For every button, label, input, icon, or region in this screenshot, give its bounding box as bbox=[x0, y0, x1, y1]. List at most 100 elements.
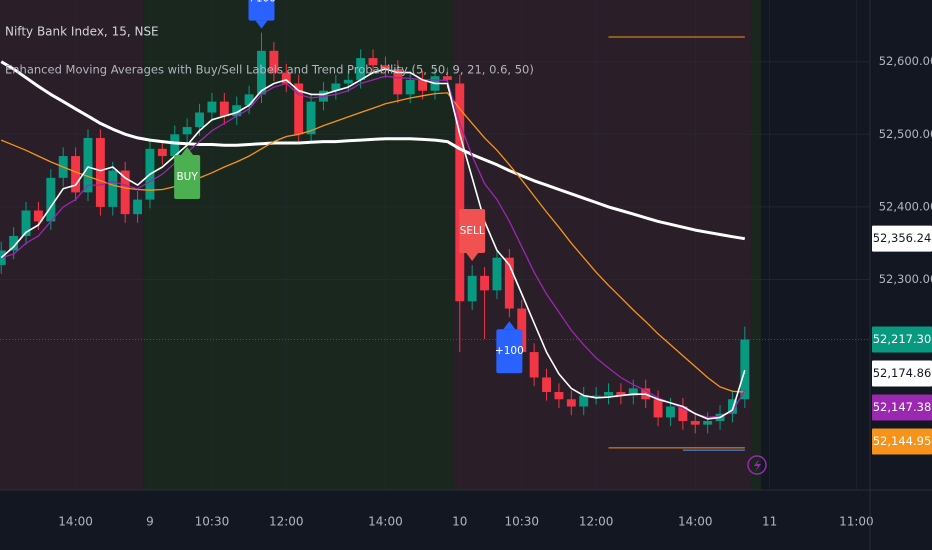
signal-label-box bbox=[496, 329, 523, 374]
candle-body bbox=[591, 395, 601, 397]
candle-body bbox=[71, 156, 81, 193]
last-value-box bbox=[872, 225, 932, 252]
candle-body bbox=[604, 392, 613, 396]
candle-body bbox=[108, 170, 118, 207]
signal-label-arrow bbox=[181, 147, 194, 156]
moving-average-line bbox=[0, 60, 746, 241]
y-tick-label: 52,600.00 bbox=[879, 54, 932, 68]
candle-body bbox=[120, 170, 130, 215]
session-band bbox=[751, 0, 761, 490]
candle-body bbox=[727, 399, 737, 414]
candle-body bbox=[542, 377, 551, 392]
candle-body bbox=[9, 235, 19, 251]
candle-body bbox=[628, 388, 638, 396]
candle-body bbox=[356, 58, 366, 80]
candle-body bbox=[207, 101, 217, 113]
candle-body bbox=[281, 72, 291, 84]
last-value-label: 52,174.86 bbox=[873, 366, 932, 380]
candle-body bbox=[666, 406, 675, 418]
alert-icon[interactable] bbox=[747, 455, 767, 475]
candle-body bbox=[33, 210, 43, 222]
signal-label-arrow bbox=[255, 20, 268, 29]
candle-body bbox=[678, 406, 688, 422]
chart-title: Nifty Bank Index, 15, NSE bbox=[5, 25, 159, 39]
last-value-box bbox=[872, 360, 932, 387]
y-tick-label: 52,300.00 bbox=[879, 272, 932, 286]
y-tick-label: 52,400.00 bbox=[879, 199, 932, 213]
signal-label-arrow bbox=[503, 321, 516, 330]
candle-body bbox=[219, 101, 229, 117]
candle-body bbox=[703, 421, 713, 425]
candle-body bbox=[195, 112, 204, 128]
candle-body bbox=[579, 395, 589, 407]
last-value-box bbox=[872, 326, 932, 353]
candle-body bbox=[442, 76, 452, 80]
candle-body bbox=[380, 65, 390, 69]
x-tick-label: 9 bbox=[146, 515, 154, 529]
x-tick-label: 10 bbox=[452, 515, 467, 529]
candle-body bbox=[269, 50, 279, 73]
session-band bbox=[453, 0, 752, 490]
moving-average-line bbox=[1, 75, 746, 419]
candle-body bbox=[616, 392, 626, 396]
candle-body bbox=[653, 399, 663, 418]
indicator-legend: Enhanced Moving Averages with Buy/Sell L… bbox=[5, 63, 534, 77]
last-value-label: 52,144.95 bbox=[873, 434, 932, 448]
signal-label-box bbox=[174, 155, 201, 200]
x-tick-label: 14:00 bbox=[678, 515, 713, 529]
last-value-label: 52,217.30 bbox=[873, 332, 932, 346]
candle-body bbox=[343, 79, 353, 84]
x-tick-label: 11:00 bbox=[839, 515, 874, 529]
overlay: Nifty Bank Index, 15, NSE Enhanced Movin… bbox=[5, 25, 534, 77]
candle-body bbox=[182, 127, 192, 135]
candle-body bbox=[566, 399, 576, 407]
candle-body bbox=[492, 257, 502, 291]
x-tick-label: 12:00 bbox=[579, 515, 614, 529]
last-value-box bbox=[872, 394, 932, 421]
candle-body bbox=[133, 199, 143, 215]
signal-label: SELL bbox=[460, 225, 485, 237]
candle-body bbox=[46, 177, 56, 222]
candle-body bbox=[244, 94, 254, 106]
candle-body bbox=[690, 421, 700, 425]
candle-body bbox=[405, 79, 415, 95]
candle-body bbox=[170, 134, 180, 157]
signal-label: BUY bbox=[176, 171, 198, 183]
candle-body bbox=[157, 148, 167, 157]
candle-body bbox=[294, 83, 304, 135]
candle-body bbox=[504, 257, 514, 309]
x-tick-label: 11 bbox=[762, 515, 777, 529]
candle-body bbox=[418, 79, 428, 91]
x-tick-label: 14:00 bbox=[58, 515, 93, 529]
moving-average-line bbox=[0, 68, 746, 420]
candle-body bbox=[83, 137, 93, 193]
candle-body bbox=[306, 101, 316, 135]
candle-body bbox=[740, 339, 750, 400]
candle-body bbox=[95, 137, 105, 207]
candle-body bbox=[257, 50, 266, 95]
x-tick-label: 14:00 bbox=[368, 515, 403, 529]
candle-body bbox=[393, 68, 403, 95]
signal-label: +100 bbox=[247, 0, 276, 5]
candle-body bbox=[554, 392, 564, 400]
x-tick-label: 12:00 bbox=[269, 515, 304, 529]
candle-body bbox=[529, 352, 539, 378]
signal-label: +100 bbox=[495, 345, 524, 357]
alert-bolt bbox=[754, 459, 761, 472]
candle-body bbox=[455, 83, 465, 302]
x-tick-label: 10:30 bbox=[504, 515, 539, 529]
candle-body bbox=[331, 83, 341, 91]
x-tick-label: 10:30 bbox=[195, 515, 230, 529]
signal-label-box bbox=[248, 0, 275, 21]
candle-body bbox=[368, 58, 378, 66]
last-value-box bbox=[872, 428, 932, 455]
y-tick-label: 52,500.00 bbox=[879, 127, 932, 141]
candle-body bbox=[467, 275, 477, 302]
candle-body bbox=[21, 210, 31, 236]
candle-body bbox=[480, 275, 490, 291]
moving-average-line bbox=[0, 92, 745, 393]
last-value-label: 52,356.24 bbox=[873, 231, 932, 245]
